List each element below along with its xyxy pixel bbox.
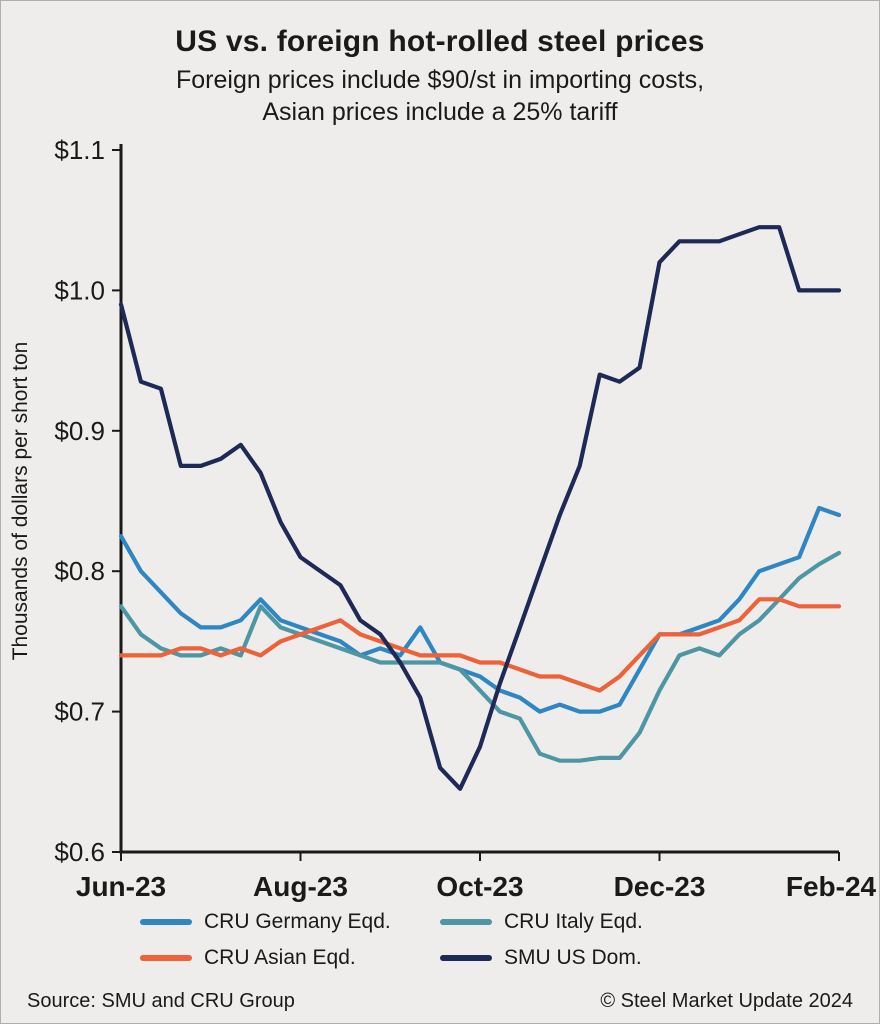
series-line-cru-germany-eqd (118, 505, 842, 714)
series-line-smu-us-dom (118, 225, 842, 791)
subtitle-line-2: Asian prices include a 25% tariff (262, 97, 618, 126)
y-tick-label: $0.7 (54, 697, 105, 727)
x-tick-label: Oct-23 (436, 871, 523, 902)
legend-item-cru-germany-eqd: CRU Germany Eqd. (140, 910, 440, 934)
y-tick-label: $0.8 (54, 556, 105, 586)
chart-footer: Source: SMU and CRU Group © Steel Market… (1, 990, 879, 1023)
chart-subtitle: Foreign prices include $90/st in importi… (1, 65, 879, 128)
y-axis-title: Thousands of dollars per short ton (9, 342, 32, 661)
legend-swatch-cru-asian-eqd (140, 955, 192, 961)
x-tick-label: Dec-23 (614, 871, 706, 902)
x-tick-label: Feb-24 (786, 871, 877, 902)
legend-item-cru-italy-eqd: CRU Italy Eqd. (440, 910, 740, 934)
y-tick-label: $1.0 (54, 275, 105, 305)
legend-label: CRU Asian Eqd. (204, 946, 356, 969)
series-line-cru-italy-eqd (118, 550, 842, 763)
x-tick-label: Aug-23 (253, 871, 348, 902)
subtitle-line-1: Foreign prices include $90/st in importi… (175, 66, 705, 94)
legend-label: CRU Germany Eqd. (204, 910, 391, 933)
chart-legend: CRU Germany Eqd. CRU Italy Eqd. CRU Asian … (1, 910, 879, 970)
legend-item-cru-asian-eqd: CRU Asian Eqd. (140, 946, 440, 970)
copyright-note: © Steel Market Update 2024 (600, 990, 853, 1012)
series-line-cru-asian-eqd (118, 597, 842, 693)
y-tick-label: $0.6 (54, 837, 105, 867)
legend-label: CRU Italy Eqd. (504, 910, 643, 933)
x-tick-label: Jun-23 (76, 871, 166, 902)
price-line-chart: $0.6 $0.7 $0.8 $0.9 $1.0 $1.1 Jun-23 Aug-23 Oct-… (9, 135, 877, 902)
page-title: US vs. foreign hot-rolled steel prices (175, 25, 705, 58)
y-tick-label: $0.9 (54, 416, 105, 446)
source-note: Source: SMU and CRU Group (27, 990, 295, 1012)
legend-label: SMU US Dom. (504, 946, 642, 969)
y-tick-label: $1.1 (54, 135, 105, 165)
legend-swatch-cru-germany-eqd (140, 919, 192, 925)
legend-swatch-cru-italy-eqd (440, 919, 492, 925)
legend-swatch-smu-us-dom (440, 955, 492, 961)
legend-item-smu-us-dom: SMU US Dom. (440, 946, 740, 970)
